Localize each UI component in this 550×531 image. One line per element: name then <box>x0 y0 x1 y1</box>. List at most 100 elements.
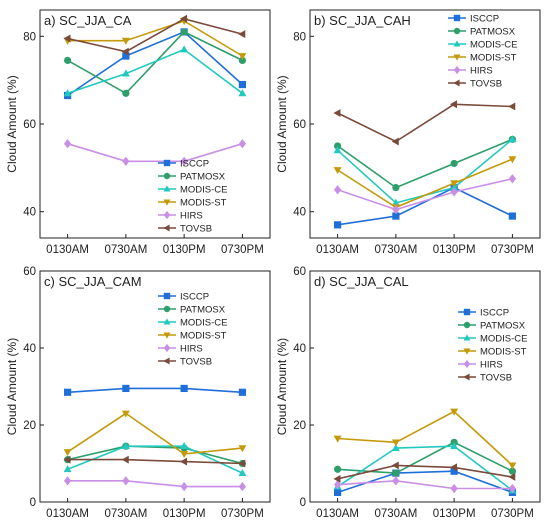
legend-marker-tovsb <box>453 79 460 87</box>
legend-item-tovsb: TOVSB <box>158 224 212 235</box>
panel-2: b) SC_JJA_CAH 40 60 80 0130AM 0730AM 0130PM 073… <box>275 9 541 256</box>
series-modis-ce <box>63 442 247 477</box>
data-point-modis-st <box>333 435 342 443</box>
data-point-modis-ce <box>450 442 459 450</box>
panel-title: c) SC_JJA_CAM <box>44 274 142 289</box>
series-tovsb <box>63 14 246 56</box>
legend-marker-hirs <box>463 359 471 369</box>
legend-marker-patmosx <box>463 321 471 329</box>
x-tick-label: 0130AM <box>316 508 359 520</box>
data-point-hirs <box>450 187 458 197</box>
legend-item-hirs: HIRS <box>448 66 493 77</box>
data-point-patmosx <box>334 465 342 473</box>
y-tick-label: 80 <box>23 31 36 43</box>
data-point-modis-ce <box>121 442 130 450</box>
x-tick-label: 0130PM <box>433 508 476 520</box>
data-point-tovsb <box>508 473 516 481</box>
y-axis-label: Cloud Amount (%) <box>5 75 19 172</box>
legend: ISCCP PATMOSX MODIS-CE MODIS-ST HIRS TOVSB <box>158 159 228 235</box>
data-point-tovsb <box>238 459 246 468</box>
legend-item-hirs: HIRS <box>458 360 503 371</box>
panel-4: d) SC_JJA_CAL 0 20 40 60 0130AM 0730AM 0130PM 07… <box>275 266 541 520</box>
legend-item-isccp: ISCCP <box>448 14 499 25</box>
legend-item-hirs: HIRS <box>158 344 203 355</box>
data-point-patmosx <box>392 183 400 192</box>
legend-item-tovsb: TOVSB <box>448 79 502 90</box>
legend-item-modis-st: MODIS-ST <box>458 347 527 358</box>
panel-title: a) SC_JJA_CA <box>44 13 132 28</box>
legend-item-modis-st: MODIS-ST <box>158 331 227 342</box>
data-point-modis-st <box>508 156 517 164</box>
data-point-patmosx <box>64 56 72 65</box>
data-point-modis-ce <box>508 135 517 143</box>
legend-label: TOVSB <box>480 373 512 384</box>
series-modis-ce <box>63 45 247 97</box>
panel-1: a) SC_JJA_CA 40 60 80 0130AM 0730AM 0130PM 0730… <box>5 9 271 256</box>
data-point-isccp <box>238 80 246 89</box>
data-point-modis-st <box>121 410 130 418</box>
data-point-hirs <box>64 476 72 486</box>
data-point-hirs <box>392 476 400 486</box>
data-point-modis-st <box>391 439 400 447</box>
y-tick-label: 20 <box>293 420 306 432</box>
data-point-modis-ce <box>391 198 400 206</box>
legend-label: ISCCP <box>180 292 209 303</box>
data-point-hirs <box>508 174 516 184</box>
series-line-modis-st <box>337 410 513 466</box>
data-point-hirs <box>122 156 130 166</box>
legend-label: MODIS-CE <box>470 40 518 51</box>
legend-item-patmosx: PATMOSX <box>158 172 226 183</box>
legend-label: ISCCP <box>180 159 209 170</box>
legend-label: HIRS <box>480 360 503 371</box>
series-line-hirs <box>337 479 513 490</box>
legend-label: MODIS-CE <box>180 318 228 329</box>
series-modis-st <box>333 408 517 470</box>
x-tick-label: 0730AM <box>104 244 147 256</box>
series-hirs <box>334 174 516 215</box>
series-line-patmosx <box>67 445 243 465</box>
series-hirs <box>64 139 246 166</box>
data-point-tovsb <box>449 463 458 472</box>
plot-frame <box>309 270 541 503</box>
y-tick-label: 60 <box>23 119 36 131</box>
data-point-tovsb <box>121 455 129 464</box>
x-tick-label: 0130AM <box>46 508 89 520</box>
x-tick-label: 0730AM <box>374 244 417 256</box>
x-tick-label: 0730PM <box>221 244 264 256</box>
data-point-tovsb <box>179 14 188 23</box>
legend-marker-patmosx <box>163 305 171 313</box>
x-tick-label: 0730PM <box>221 508 264 520</box>
y-tick-label: 40 <box>293 207 306 219</box>
legend-marker-modis-ce <box>453 40 461 47</box>
series-line-patmosx <box>337 138 513 189</box>
y-tick-label: 20 <box>23 420 36 432</box>
data-point-hirs <box>180 156 188 166</box>
legend-marker-isccp <box>463 308 471 316</box>
panel-3: c) SC_JJA_CAM 0 20 40 60 0130AM 0730AM 0130PM 07… <box>5 266 271 520</box>
data-point-modis-st <box>450 408 459 416</box>
y-axis-label: Cloud Amount (%) <box>275 75 289 172</box>
data-point-tovsb <box>391 137 399 146</box>
data-point-hirs <box>238 481 246 492</box>
legend-label: MODIS-ST <box>480 347 527 358</box>
data-point-modis-st <box>450 180 459 188</box>
legend-label: TOVSB <box>180 357 212 368</box>
x-tick-label: 0130AM <box>316 244 359 256</box>
series-modis-st <box>63 410 247 459</box>
legend-marker-modis-st <box>453 54 461 61</box>
legend-item-modis-ce: MODIS-CE <box>458 334 528 345</box>
data-point-isccp <box>122 52 130 60</box>
series-tovsb <box>63 455 246 468</box>
legend-marker-tovsb <box>163 357 170 365</box>
legend-item-tovsb: TOVSB <box>158 357 212 368</box>
x-tick-label: 0730AM <box>374 508 417 520</box>
data-point-hirs <box>238 139 246 149</box>
data-point-modis-ce <box>63 89 72 97</box>
data-point-isccp <box>122 384 130 393</box>
data-point-hirs <box>334 479 342 490</box>
data-point-hirs <box>64 139 72 149</box>
data-point-hirs <box>450 483 458 494</box>
x-tick-label: 0730PM <box>491 508 534 520</box>
y-tick-label: 60 <box>23 266 36 278</box>
data-point-tovsb <box>391 461 399 470</box>
